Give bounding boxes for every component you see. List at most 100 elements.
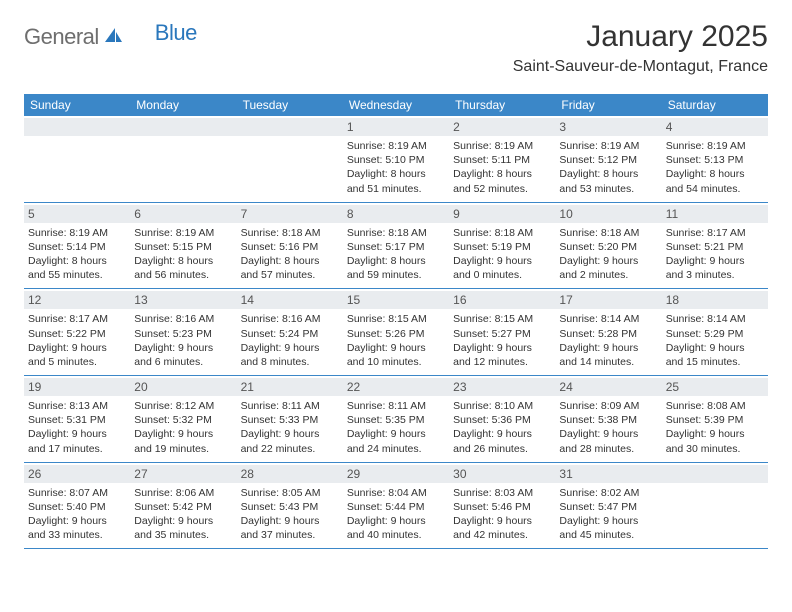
sunrise-text: Sunrise: 8:17 AM bbox=[28, 312, 126, 326]
day-cell: 20Sunrise: 8:12 AMSunset: 5:32 PMDayligh… bbox=[130, 376, 236, 462]
weeks-container: 1 Sunrise: 8:19 AMSunset: 5:10 PMDaylight… bbox=[24, 116, 768, 549]
daylight-text: Daylight: 8 hours and 55 minutes. bbox=[28, 254, 126, 282]
day-cell: 25Sunrise: 8:08 AMSunset: 5:39 PMDayligh… bbox=[662, 376, 768, 462]
day-cell: 31Sunrise: 8:02 AMSunset: 5:47 PMDayligh… bbox=[555, 463, 661, 549]
weekday-header: Monday bbox=[130, 94, 236, 116]
daylight-text: Daylight: 9 hours and 12 minutes. bbox=[453, 341, 551, 369]
day-number: 6 bbox=[130, 205, 236, 223]
day-cell: 5Sunrise: 8:19 AMSunset: 5:14 PMDaylight… bbox=[24, 203, 130, 289]
day-info: Sunrise: 8:19 AMSunset: 5:11 PMDaylight:… bbox=[453, 139, 551, 196]
sunset-text: Sunset: 5:17 PM bbox=[347, 240, 445, 254]
daylight-text: Daylight: 9 hours and 42 minutes. bbox=[453, 514, 551, 542]
sunrise-text: Sunrise: 8:19 AM bbox=[28, 226, 126, 240]
logo: General Blue bbox=[24, 24, 197, 50]
day-cell bbox=[24, 116, 130, 202]
sunrise-text: Sunrise: 8:18 AM bbox=[559, 226, 657, 240]
sunset-text: Sunset: 5:19 PM bbox=[453, 240, 551, 254]
sunrise-text: Sunrise: 8:04 AM bbox=[347, 486, 445, 500]
day-cell: 17Sunrise: 8:14 AMSunset: 5:28 PMDayligh… bbox=[555, 289, 661, 375]
sunset-text: Sunset: 5:16 PM bbox=[241, 240, 339, 254]
sunrise-text: Sunrise: 8:07 AM bbox=[28, 486, 126, 500]
day-number: 25 bbox=[662, 378, 768, 396]
sunset-text: Sunset: 5:46 PM bbox=[453, 500, 551, 514]
daylight-text: Daylight: 8 hours and 53 minutes. bbox=[559, 167, 657, 195]
day-info: Sunrise: 8:03 AMSunset: 5:46 PMDaylight:… bbox=[453, 486, 551, 543]
sunset-text: Sunset: 5:44 PM bbox=[347, 500, 445, 514]
daylight-text: Daylight: 8 hours and 52 minutes. bbox=[453, 167, 551, 195]
day-info: Sunrise: 8:11 AMSunset: 5:33 PMDaylight:… bbox=[241, 399, 339, 456]
day-cell: 30Sunrise: 8:03 AMSunset: 5:46 PMDayligh… bbox=[449, 463, 555, 549]
day-number: 28 bbox=[237, 465, 343, 483]
week-row: 19 Sunrise: 8:13 AMSunset: 5:31 PMDayligh… bbox=[24, 376, 768, 463]
sunset-text: Sunset: 5:26 PM bbox=[347, 327, 445, 341]
day-info: Sunrise: 8:12 AMSunset: 5:32 PMDaylight:… bbox=[134, 399, 232, 456]
weekday-header: Wednesday bbox=[343, 94, 449, 116]
day-info: Sunrise: 8:18 AMSunset: 5:19 PMDaylight:… bbox=[453, 226, 551, 283]
day-cell: 4Sunrise: 8:19 AMSunset: 5:13 PMDaylight… bbox=[662, 116, 768, 202]
sunrise-text: Sunrise: 8:12 AM bbox=[134, 399, 232, 413]
day-info: Sunrise: 8:19 AMSunset: 5:15 PMDaylight:… bbox=[134, 226, 232, 283]
sunrise-text: Sunrise: 8:16 AM bbox=[241, 312, 339, 326]
day-number: 1 bbox=[343, 118, 449, 136]
sunrise-text: Sunrise: 8:03 AM bbox=[453, 486, 551, 500]
day-cell: 10Sunrise: 8:18 AMSunset: 5:20 PMDayligh… bbox=[555, 203, 661, 289]
sunset-text: Sunset: 5:42 PM bbox=[134, 500, 232, 514]
day-number: 26 bbox=[24, 465, 130, 483]
sunrise-text: Sunrise: 8:19 AM bbox=[347, 139, 445, 153]
sunset-text: Sunset: 5:47 PM bbox=[559, 500, 657, 514]
daylight-text: Daylight: 9 hours and 37 minutes. bbox=[241, 514, 339, 542]
day-cell: 15Sunrise: 8:15 AMSunset: 5:26 PMDayligh… bbox=[343, 289, 449, 375]
daylight-text: Daylight: 9 hours and 3 minutes. bbox=[666, 254, 764, 282]
daylight-text: Daylight: 9 hours and 15 minutes. bbox=[666, 341, 764, 369]
sunrise-text: Sunrise: 8:05 AM bbox=[241, 486, 339, 500]
day-number: 18 bbox=[662, 291, 768, 309]
day-info: Sunrise: 8:09 AMSunset: 5:38 PMDaylight:… bbox=[559, 399, 657, 456]
sunrise-text: Sunrise: 8:11 AM bbox=[347, 399, 445, 413]
sunrise-text: Sunrise: 8:11 AM bbox=[241, 399, 339, 413]
sunrise-text: Sunrise: 8:17 AM bbox=[666, 226, 764, 240]
daylight-text: Daylight: 8 hours and 57 minutes. bbox=[241, 254, 339, 282]
calendar-grid: Sunday Monday Tuesday Wednesday Thursday… bbox=[24, 94, 768, 549]
sunset-text: Sunset: 5:29 PM bbox=[666, 327, 764, 341]
sunset-text: Sunset: 5:27 PM bbox=[453, 327, 551, 341]
day-info: Sunrise: 8:13 AMSunset: 5:31 PMDaylight:… bbox=[28, 399, 126, 456]
day-cell: 3Sunrise: 8:19 AMSunset: 5:12 PMDaylight… bbox=[555, 116, 661, 202]
day-cell: 24 Sunrise: 8:09 AMSunset: 5:38 PMDayligh… bbox=[555, 376, 661, 462]
week-row: 26Sunrise: 8:07 AMSunset: 5:40 PMDayligh… bbox=[24, 463, 768, 550]
day-info: Sunrise: 8:16 AMSunset: 5:23 PMDaylight:… bbox=[134, 312, 232, 369]
sunrise-text: Sunrise: 8:09 AM bbox=[559, 399, 657, 413]
daylight-text: Daylight: 9 hours and 26 minutes. bbox=[453, 427, 551, 455]
day-cell: 26Sunrise: 8:07 AMSunset: 5:40 PMDayligh… bbox=[24, 463, 130, 549]
day-number: 15 bbox=[343, 291, 449, 309]
daylight-text: Daylight: 9 hours and 19 minutes. bbox=[134, 427, 232, 455]
month-title: January 2025 bbox=[513, 20, 768, 54]
week-row: 1 Sunrise: 8:19 AMSunset: 5:10 PMDaylight… bbox=[24, 116, 768, 203]
day-info: Sunrise: 8:17 AMSunset: 5:21 PMDaylight:… bbox=[666, 226, 764, 283]
day-number: 9 bbox=[449, 205, 555, 223]
sunrise-text: Sunrise: 8:14 AM bbox=[666, 312, 764, 326]
day-cell: 9 Sunrise: 8:18 AMSunset: 5:19 PMDaylight… bbox=[449, 203, 555, 289]
day-cell: 23Sunrise: 8:10 AMSunset: 5:36 PMDayligh… bbox=[449, 376, 555, 462]
day-cell: 22Sunrise: 8:11 AMSunset: 5:35 PMDayligh… bbox=[343, 376, 449, 462]
day-info: Sunrise: 8:18 AMSunset: 5:16 PMDaylight:… bbox=[241, 226, 339, 283]
sunrise-text: Sunrise: 8:18 AM bbox=[241, 226, 339, 240]
sunrise-text: Sunrise: 8:18 AM bbox=[453, 226, 551, 240]
day-number: 24 bbox=[555, 378, 661, 396]
day-number: 19 bbox=[24, 378, 130, 396]
daylight-text: Daylight: 8 hours and 51 minutes. bbox=[347, 167, 445, 195]
day-info: Sunrise: 8:19 AMSunset: 5:10 PMDaylight:… bbox=[347, 139, 445, 196]
day-number: 7 bbox=[237, 205, 343, 223]
weekday-header: Saturday bbox=[662, 94, 768, 116]
day-number: 17 bbox=[555, 291, 661, 309]
day-number: 12 bbox=[24, 291, 130, 309]
empty-day-num bbox=[662, 465, 768, 483]
day-info: Sunrise: 8:16 AMSunset: 5:24 PMDaylight:… bbox=[241, 312, 339, 369]
day-number: 23 bbox=[449, 378, 555, 396]
sunset-text: Sunset: 5:38 PM bbox=[559, 413, 657, 427]
daylight-text: Daylight: 9 hours and 10 minutes. bbox=[347, 341, 445, 369]
day-info: Sunrise: 8:15 AMSunset: 5:27 PMDaylight:… bbox=[453, 312, 551, 369]
day-cell: 12Sunrise: 8:17 AMSunset: 5:22 PMDayligh… bbox=[24, 289, 130, 375]
daylight-text: Daylight: 9 hours and 8 minutes. bbox=[241, 341, 339, 369]
sunset-text: Sunset: 5:32 PM bbox=[134, 413, 232, 427]
day-info: Sunrise: 8:18 AMSunset: 5:20 PMDaylight:… bbox=[559, 226, 657, 283]
